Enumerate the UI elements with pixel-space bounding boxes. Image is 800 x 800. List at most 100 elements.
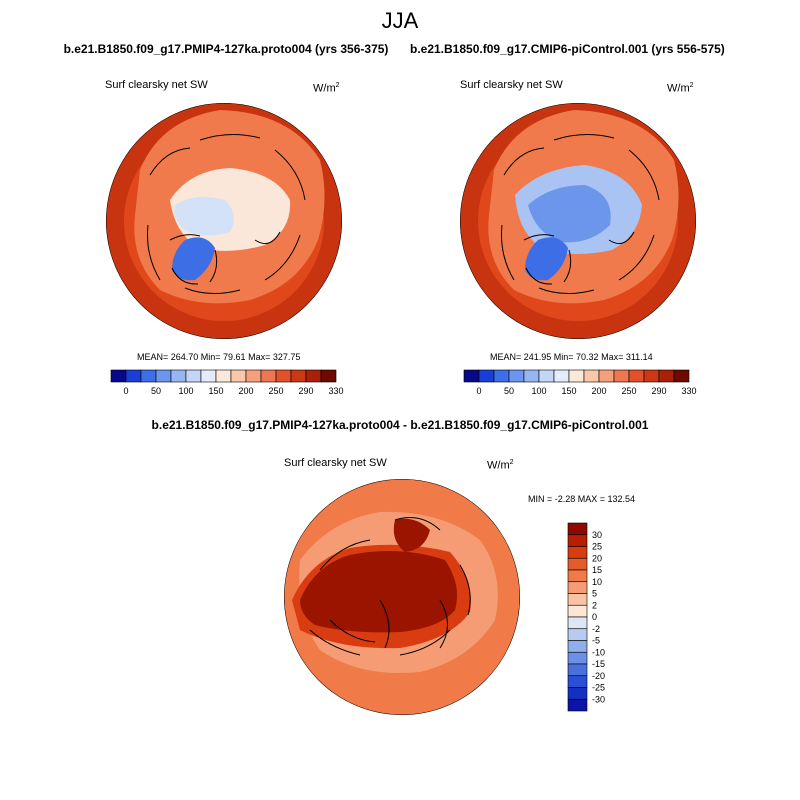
right-colorbar-box (508, 369, 525, 383)
right-arctic-blue-region (528, 185, 611, 243)
right-colorbar-label: 250 (621, 386, 636, 396)
right-colorbar-box (493, 369, 510, 383)
diff-colorbar-box (567, 628, 588, 641)
right-colorbar-box (538, 369, 555, 383)
left-colorbar-box (290, 369, 307, 383)
left-panel-title: b.e21.B1850.f09_g17.PMIP4-127ka.proto004… (63, 42, 389, 56)
left-arctic-blue-region (174, 196, 234, 236)
diff-variable-label: Surf clearsky net SW (284, 457, 387, 469)
left-polar-map (106, 103, 342, 339)
diff-colorbar-label: -20 (592, 671, 605, 681)
left-coastlines (147, 134, 306, 294)
right-colorbar-box (568, 369, 585, 383)
right-panel-title: b.e21.B1850.f09_g17.CMIP6-piControl.001 … (410, 42, 725, 56)
right-colorbar-box (628, 369, 645, 383)
left-colorbar-box (275, 369, 292, 383)
diff-colorbar-label: 15 (592, 565, 602, 575)
right-colorbar-box (658, 369, 675, 383)
left-colorbar-box (185, 369, 202, 383)
right-colorbar-label: 330 (681, 386, 696, 396)
right-colorbar-box (583, 369, 600, 383)
right-colorbar-label: 290 (651, 386, 666, 396)
left-colorbar-box (140, 369, 157, 383)
diff-colorbar-box (567, 687, 588, 700)
right-coastlines (501, 134, 660, 294)
diff-colorbar-box (567, 604, 588, 618)
left-colorbar-label: 330 (328, 386, 343, 396)
left-colorbar-box (170, 369, 187, 383)
left-colorbar-box (110, 369, 127, 383)
diff-colorbar-box (567, 651, 588, 665)
right-colorbar-box (463, 369, 480, 383)
right-colorbar-box (673, 369, 690, 383)
diff-colorbar-box (567, 522, 588, 536)
left-colorbar-label: 290 (298, 386, 313, 396)
right-colorbar-box (523, 369, 540, 383)
left-colorbar-box (215, 369, 232, 383)
left-colorbar-label: 200 (238, 386, 253, 396)
right-variable-label: Surf clearsky net SW (460, 79, 563, 91)
left-colorbar-box (155, 369, 172, 383)
right-stats-label: MEAN= 241.95 Min= 70.32 Max= 311.14 (490, 352, 653, 362)
diff-colorbar-box (567, 675, 588, 688)
diff-dark-region (300, 518, 458, 633)
diff-polar-map (284, 479, 520, 715)
diff-colorbar-box (567, 616, 588, 630)
left-colorbar-box (125, 369, 142, 383)
left-colorbar-label: 50 (151, 386, 161, 396)
left-colorbar-box (305, 369, 322, 383)
diff-colorbar-box (567, 557, 588, 571)
diff-colorbar-label: 10 (592, 577, 602, 587)
left-colorbar: 0 50 100 150 200 250 290 330 (110, 369, 344, 396)
right-colorbar-label: 200 (591, 386, 606, 396)
left-colorbar-label: 0 (123, 386, 128, 396)
left-colorbar-label: 250 (268, 386, 283, 396)
diff-stats-label: MIN = -2.28 MAX = 132.54 (528, 494, 636, 504)
right-colorbar-box (478, 369, 495, 383)
right-colorbar-label: 0 (476, 386, 481, 396)
diff-colorbar-label: -15 (592, 659, 605, 669)
figure-season-title: JJA (381, 8, 419, 33)
right-colorbar: 0 50 100 150 200 250 290 330 (463, 369, 697, 396)
left-colorbar-label: 100 (178, 386, 193, 396)
diff-colorbar-label: -10 (592, 647, 605, 657)
diff-coastlines (309, 517, 471, 656)
diff-colorbar-label: 5 (592, 589, 597, 599)
diff-colorbar-box (567, 640, 588, 653)
diff-colorbar-box (567, 534, 588, 547)
left-greenland-region (172, 237, 215, 281)
left-colorbar-box (245, 369, 262, 383)
diff-colorbar-label: -2 (592, 624, 600, 634)
left-colorbar-label: 150 (208, 386, 223, 396)
diff-colorbar-label: 20 (592, 553, 602, 563)
left-colorbar-box (230, 369, 247, 383)
right-colorbar-box (613, 369, 630, 383)
right-polar-map (460, 103, 696, 339)
diff-colorbar-label: -30 (592, 694, 605, 704)
right-colorbar-box (553, 369, 570, 383)
diff-colorbar-box (567, 698, 588, 712)
left-variable-label: Surf clearsky net SW (105, 79, 208, 91)
right-colorbar-box (598, 369, 615, 383)
right-colorbar-label: 150 (561, 386, 576, 396)
diff-colorbar-label: 2 (592, 600, 597, 610)
right-colorbar-label: 50 (504, 386, 514, 396)
diff-units-label: W/m2 (487, 459, 514, 472)
left-units-label: W/m2 (313, 82, 340, 95)
diff-colorbar-label: -25 (592, 683, 605, 693)
diff-colorbar-label: 25 (592, 542, 602, 552)
diff-colorbar-label: 30 (592, 530, 602, 540)
left-colorbar-box (320, 369, 337, 383)
diff-colorbar-box (567, 593, 588, 606)
diff-colorbar-box (567, 569, 588, 583)
diff-colorbar-box (567, 581, 588, 594)
left-colorbar-box (260, 369, 277, 383)
diff-colorbar-label: 0 (592, 612, 597, 622)
right-colorbar-label: 100 (531, 386, 546, 396)
diff-colorbar-box (567, 546, 588, 559)
diff-colorbar-box (567, 663, 588, 677)
right-colorbar-box (643, 369, 660, 383)
right-units-label: W/m2 (667, 82, 694, 95)
